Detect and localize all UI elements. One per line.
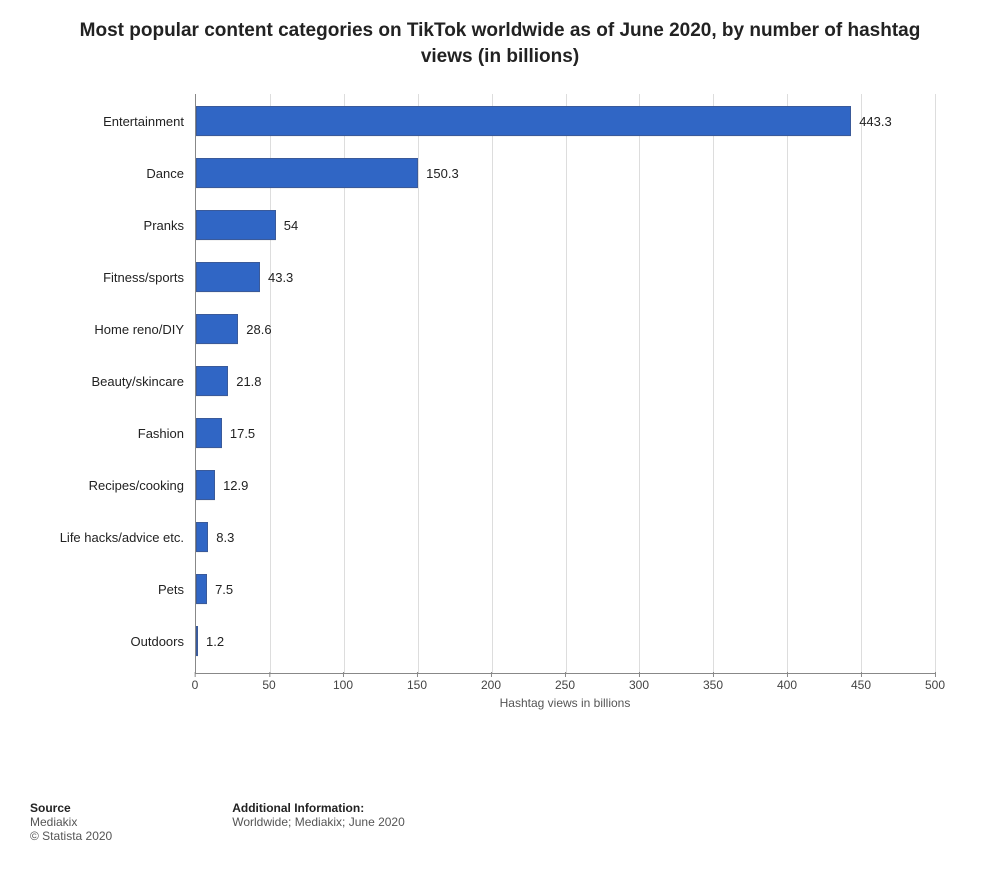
value-label: 28.6 [246,322,271,337]
bar [196,262,260,292]
x-tick: 200 [481,678,501,692]
x-tick: 0 [192,678,199,692]
category-label: Beauty/skincare [26,374,196,389]
bar [196,470,215,500]
category-label: Fashion [26,426,196,441]
bar [196,314,238,344]
x-tick: 350 [703,678,723,692]
value-label: 443.3 [859,114,892,129]
source-heading: Source [30,801,112,815]
chart-area: Entertainment443.3 Dance150.3 Pranks54 Fitn… [195,94,935,714]
value-label: 150.3 [426,166,459,181]
x-axis: Hashtag views in billions 0 50 100 150 200 25… [195,674,935,714]
bar-row: Fitness/sports43.3 [196,262,935,292]
bar [196,106,851,136]
footer-source: Source Mediakix © Statista 2020 [30,801,112,843]
x-tick: 500 [925,678,945,692]
value-label: 1.2 [206,634,224,649]
bar [196,418,222,448]
value-label: 21.8 [236,374,261,389]
plot-area: Entertainment443.3 Dance150.3 Pranks54 Fitn… [195,94,935,674]
category-label: Fitness/sports [26,270,196,285]
chart-container: Most popular content categories on TikTo… [0,0,1000,875]
value-label: 12.9 [223,478,248,493]
category-label: Outdoors [26,634,196,649]
value-label: 54 [284,218,298,233]
category-label: Pranks [26,218,196,233]
gridline [935,94,936,673]
x-tick: 450 [851,678,871,692]
copyright: © Statista 2020 [30,829,112,843]
chart-title: Most popular content categories on TikTo… [55,18,945,69]
x-tick: 250 [555,678,575,692]
source-name: Mediakix [30,815,112,829]
category-label: Dance [26,166,196,181]
bar-row: Beauty/skincare21.8 [196,366,935,396]
bar [196,366,228,396]
x-axis-label: Hashtag views in billions [195,696,935,710]
addl-text: Worldwide; Mediakix; June 2020 [232,815,405,829]
value-label: 7.5 [215,582,233,597]
value-label: 8.3 [216,530,234,545]
category-label: Entertainment [26,114,196,129]
bar-row: Dance150.3 [196,158,935,188]
bar [196,522,208,552]
footer: Source Mediakix © Statista 2020 Addition… [30,801,970,843]
footer-additional: Additional Information: Worldwide; Media… [232,801,405,843]
value-label: 43.3 [268,270,293,285]
bar-row: Fashion17.5 [196,418,935,448]
bar-row: Recipes/cooking12.9 [196,470,935,500]
bar-row: Life hacks/advice etc.8.3 [196,522,935,552]
category-label: Recipes/cooking [26,478,196,493]
x-tick: 50 [262,678,275,692]
x-tick: 100 [333,678,353,692]
category-label: Pets [26,582,196,597]
bar [196,210,276,240]
x-tick: 150 [407,678,427,692]
bar-row: Pranks54 [196,210,935,240]
bar-row: Entertainment443.3 [196,106,935,136]
bar-row: Pets7.5 [196,574,935,604]
x-tick: 300 [629,678,649,692]
addl-heading: Additional Information: [232,801,405,815]
bar [196,158,418,188]
category-label: Home reno/DIY [26,322,196,337]
bar [196,626,198,656]
value-label: 17.5 [230,426,255,441]
x-tick: 400 [777,678,797,692]
bar [196,574,207,604]
bar-row: Outdoors1.2 [196,626,935,656]
category-label: Life hacks/advice etc. [26,530,196,545]
bar-row: Home reno/DIY28.6 [196,314,935,344]
